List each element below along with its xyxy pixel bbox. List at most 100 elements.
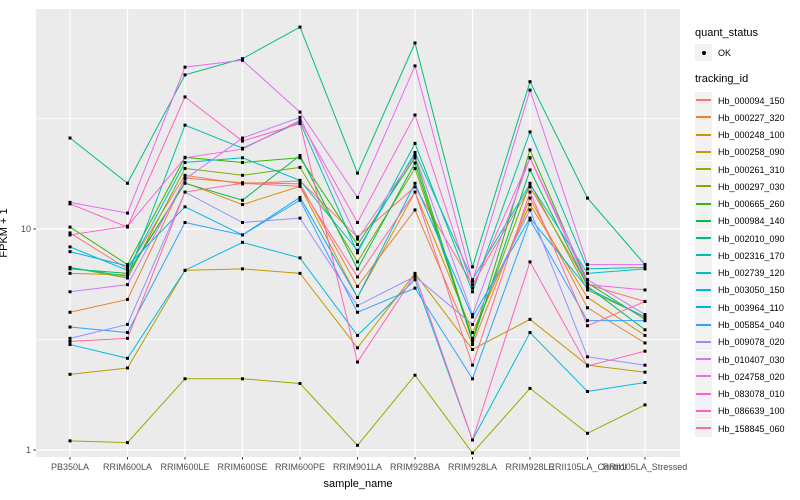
legend-key-line-icon xyxy=(695,298,712,316)
data-point xyxy=(183,177,187,181)
data-point xyxy=(241,203,244,207)
data-point xyxy=(68,372,72,376)
data-point xyxy=(413,208,417,212)
data-point xyxy=(68,271,72,275)
data-point xyxy=(528,185,532,189)
legend-item-label: Hb_083078_010 xyxy=(718,389,785,400)
data-point xyxy=(356,360,359,364)
data-point xyxy=(241,136,244,140)
data-point xyxy=(471,315,474,319)
data-point xyxy=(471,278,474,282)
legend-item-label: Hb_010407_030 xyxy=(718,354,785,365)
data-point xyxy=(298,154,302,158)
data-point xyxy=(413,190,417,194)
data-point xyxy=(356,248,359,252)
line-swatch xyxy=(696,254,711,257)
data-point xyxy=(126,297,129,301)
legend-key-line-icon xyxy=(695,126,712,144)
data-point xyxy=(643,349,647,353)
data-point xyxy=(126,264,129,268)
data-point xyxy=(643,370,647,374)
data-point xyxy=(356,295,359,299)
data-point xyxy=(241,173,244,177)
legend-item-label: Hb_000261_310 xyxy=(718,164,785,175)
data-point xyxy=(528,88,532,92)
line-swatch xyxy=(696,150,711,153)
data-point xyxy=(68,231,72,235)
data-point xyxy=(356,243,359,247)
x-tick-label-RRIM600LA: RRIM600LA xyxy=(102,462,153,472)
legend-key-line-icon xyxy=(695,385,712,403)
data-point xyxy=(586,319,589,323)
legend-item-label: Hb_000227_320 xyxy=(718,112,785,123)
data-point xyxy=(126,225,129,229)
data-point xyxy=(528,196,532,200)
data-point xyxy=(183,221,187,225)
data-point xyxy=(68,265,72,269)
data-point xyxy=(413,181,417,185)
data-point xyxy=(528,190,532,194)
data-point xyxy=(413,286,417,290)
x-tick-label-RRIM928BA: RRIM928BA xyxy=(389,462,441,472)
legend-item-label: Hb_024758_020 xyxy=(718,371,785,382)
data-point xyxy=(183,156,187,160)
data-point xyxy=(643,363,647,367)
data-point xyxy=(356,333,359,337)
legend-key-line-icon xyxy=(695,316,712,333)
data-point xyxy=(126,276,129,280)
data-point xyxy=(356,251,359,255)
data-point xyxy=(183,95,187,99)
data-point xyxy=(126,356,129,360)
x-tick-label-RRIM928LA: RRIM928LA xyxy=(447,462,498,472)
y-tick-label: 10 xyxy=(20,224,31,234)
data-point xyxy=(528,386,532,390)
legend-item-label: Hb_000094_150 xyxy=(718,95,785,106)
data-point xyxy=(298,25,302,29)
data-point xyxy=(241,57,244,61)
legend-item-label: Hb_000258_090 xyxy=(718,147,785,158)
data-point xyxy=(413,161,417,165)
data-point xyxy=(586,288,589,292)
data-point xyxy=(68,250,72,254)
data-point xyxy=(183,190,187,194)
data-point xyxy=(356,310,359,314)
legend-key-line-icon xyxy=(695,419,712,437)
x-tick-label-RRIM901LA: RRIM901LA xyxy=(332,462,383,472)
data-point xyxy=(413,274,417,278)
data-point xyxy=(298,156,302,160)
data-point xyxy=(586,286,589,290)
legend-key-line-icon xyxy=(695,160,712,178)
data-point xyxy=(241,267,244,271)
data-point xyxy=(356,346,359,350)
legend-key-line-icon xyxy=(695,281,712,299)
data-point xyxy=(183,65,187,69)
data-point xyxy=(471,265,474,269)
line-swatch xyxy=(696,358,711,361)
data-point xyxy=(68,439,72,443)
data-point xyxy=(68,325,72,329)
data-point xyxy=(471,290,474,294)
data-point xyxy=(586,431,589,435)
data-point xyxy=(643,267,647,271)
data-point xyxy=(183,123,187,127)
data-point xyxy=(126,274,129,278)
quant-status-ok-key xyxy=(695,44,712,61)
data-point xyxy=(241,181,244,185)
data-point xyxy=(126,181,129,185)
data-point xyxy=(298,198,302,202)
data-point xyxy=(586,284,589,288)
data-point xyxy=(68,233,72,237)
data-point xyxy=(528,130,532,134)
data-point xyxy=(183,173,187,177)
data-point xyxy=(413,273,417,277)
data-point xyxy=(298,216,302,220)
legend-item-label: Hb_003964_110 xyxy=(718,302,784,313)
data-point xyxy=(528,182,532,186)
data-point xyxy=(528,216,532,220)
line-swatch xyxy=(696,306,711,309)
data-point xyxy=(471,331,474,335)
data-point xyxy=(528,218,532,222)
data-point xyxy=(356,304,359,308)
data-point xyxy=(126,441,129,445)
